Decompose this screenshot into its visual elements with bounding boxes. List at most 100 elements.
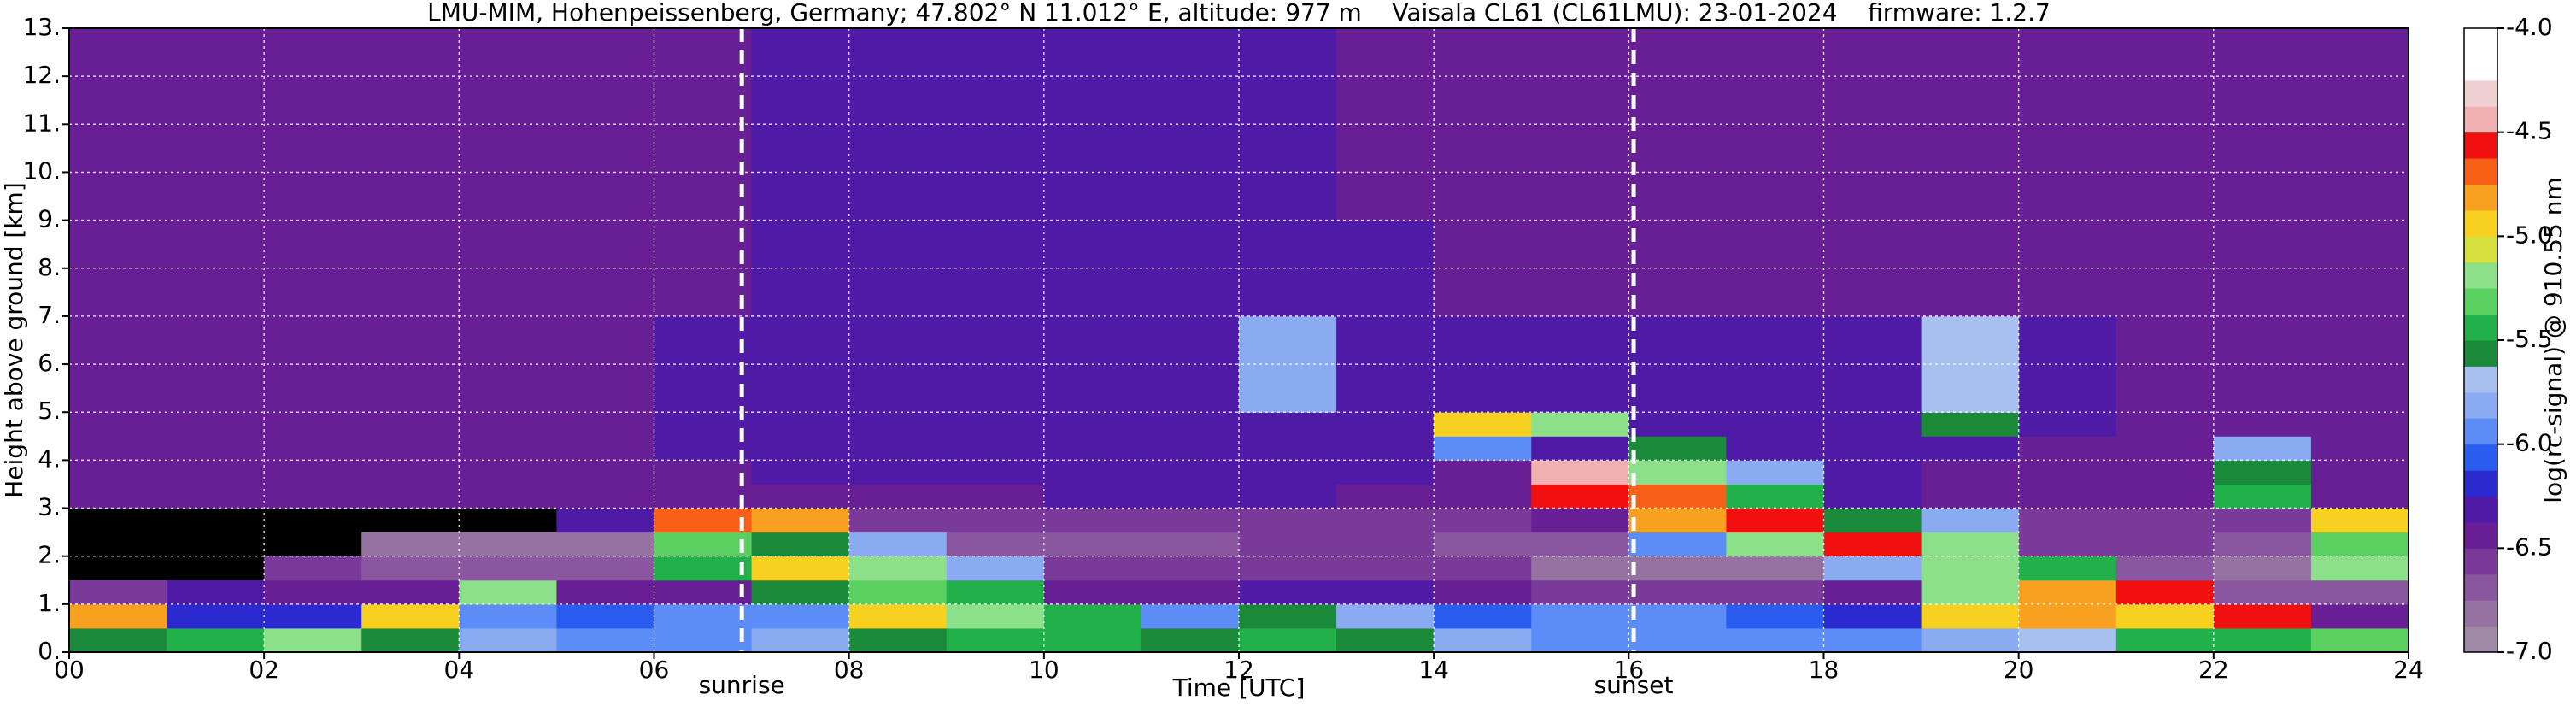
heatmap-cell: [69, 580, 167, 605]
plot-frame: [68, 27, 2409, 653]
heatmap-cell: [1239, 580, 1337, 605]
heatmap-cell: [2310, 412, 2409, 437]
heatmap-cell: [1823, 532, 1922, 557]
heatmap-cell: [848, 484, 948, 509]
heatmap-cell: [1434, 532, 1532, 557]
heatmap-cell: [848, 580, 948, 605]
colorbar-swatch: [2464, 314, 2497, 341]
colorbar-swatch: [2464, 184, 2497, 211]
x-tick-label: 16: [1614, 656, 1645, 684]
heatmap-cell: [848, 412, 948, 437]
x-tick-label: 08: [834, 656, 865, 684]
heatmap-cell: [361, 556, 460, 581]
heatmap-cell: [1628, 508, 1727, 533]
heatmap-cell: [1726, 556, 1824, 581]
heatmap-cell: [556, 460, 654, 485]
heatmap-cell: [459, 484, 557, 509]
heatmap-cell: [946, 603, 1045, 629]
annotation-label: sunset: [1594, 671, 1674, 699]
heatmap-cell: [69, 412, 167, 437]
heatmap-cell: [946, 460, 1045, 485]
heatmap-cell: [1141, 580, 1240, 605]
heatmap-cell: [654, 508, 753, 533]
heatmap-cell: [1726, 627, 1824, 653]
heatmap-cell: [2310, 603, 2409, 629]
heatmap-cell: [1141, 556, 1240, 581]
heatmap-cell: [654, 484, 753, 509]
heatmap-cell: [264, 484, 362, 509]
heatmap-cell: [1823, 508, 1922, 533]
heatmap-cell: [1531, 556, 1629, 581]
y-tick-label: 12.: [22, 61, 61, 89]
heatmap-cell: [1434, 627, 1532, 653]
heatmap-cell: [1628, 580, 1727, 605]
heatmap-cell: [1336, 508, 1435, 533]
y-tick-label: 7.: [38, 301, 61, 329]
heatmap-cell: [2018, 508, 2117, 533]
heatmap-cell: [1628, 532, 1727, 557]
heatmap-cell: [2018, 532, 2117, 557]
heatmap-cell: [167, 603, 265, 629]
heatmap-cell: [1726, 412, 1824, 437]
heatmap-cell: [1531, 436, 1629, 461]
heatmap-cell: [361, 412, 460, 437]
colorbar-swatch: [2464, 288, 2497, 315]
heatmap-cell: [1043, 436, 1142, 461]
heatmap-cell: [1921, 436, 2020, 461]
heatmap-cell: [2310, 627, 2409, 653]
x-axis-label: Time [UTC]: [1172, 674, 1306, 702]
x-tick-label: 06: [639, 656, 670, 684]
heatmap-cell: [1823, 603, 1922, 629]
heatmap-cell: [1336, 580, 1435, 605]
heatmap-cell: [2310, 460, 2409, 485]
heatmap-cell: [1921, 580, 2020, 605]
heatmap-cell: [2018, 603, 2117, 629]
colorbar-swatch: [2464, 496, 2497, 523]
heatmap-cell: [1531, 532, 1629, 557]
colorbar-label: log(rc-signal) @ 910.55 nm: [2539, 177, 2567, 503]
heatmap-cell: [1434, 580, 1532, 605]
heatmap-cell: [751, 484, 850, 509]
heatmap-cell: [1531, 580, 1629, 605]
y-tick-label: 3.: [38, 493, 61, 521]
heatmap-cell: [654, 580, 753, 605]
heatmap-cell: [556, 532, 654, 557]
heatmap-cell: [2213, 556, 2312, 581]
heatmap-cell: [2115, 124, 2215, 221]
heatmap-cell: [1628, 484, 1727, 509]
heatmap-cell: [459, 603, 557, 629]
heatmap-cell: [2018, 556, 2117, 581]
heatmap-cell: [264, 580, 362, 605]
heatmap-cell: [946, 508, 1045, 533]
colorbar-swatch: [2464, 236, 2497, 263]
heatmap-cell: [2018, 460, 2117, 485]
colorbar-swatch: [2464, 28, 2497, 55]
heatmap-cell: [1043, 580, 1142, 605]
x-tick-label: 18: [1809, 656, 1840, 684]
heatmap-cell: [361, 532, 460, 557]
annotation-label: sunrise: [699, 671, 785, 699]
heatmap-cell: [1726, 580, 1824, 605]
heatmap-cell: [361, 460, 460, 485]
heatmap-cell: [1823, 627, 1922, 653]
heatmap-cell: [2115, 460, 2215, 485]
heatmap-cell: [2213, 508, 2312, 533]
colorbar-swatch: [2464, 444, 2497, 471]
heatmap-cell: [1141, 436, 1240, 461]
heatmap-cell: [848, 603, 948, 629]
heatmap-cell: [946, 412, 1045, 437]
colorbar-tick-label: -6.5: [2506, 532, 2553, 561]
heatmap-cell: [946, 532, 1045, 557]
heatmap-cell: [2115, 627, 2215, 653]
heatmap-cell: [654, 460, 753, 485]
heatmap-cell: [2115, 28, 2215, 125]
heatmap-cell: [848, 556, 948, 581]
heatmap-cell: [1628, 460, 1727, 485]
heatmap-cell: [946, 436, 1045, 461]
x-tick-label: 20: [2004, 656, 2034, 684]
colorbar-tick-label: -4.5: [2506, 117, 2553, 145]
y-tick-label: 5.: [38, 397, 61, 425]
heatmap-cell: [2310, 484, 2409, 509]
heatmap-cell: [69, 460, 167, 485]
